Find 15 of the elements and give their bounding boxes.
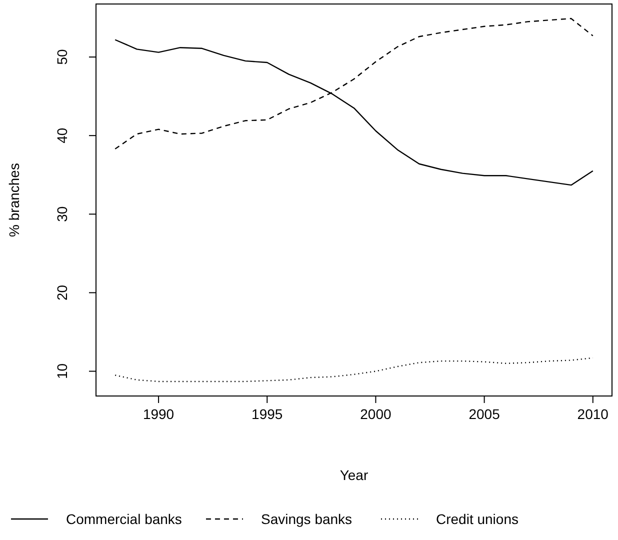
legend-label: Savings banks: [261, 510, 352, 527]
x-tick-label: 1990: [142, 406, 174, 422]
y-tick-label: 40: [54, 128, 70, 144]
x-tick-label: 2000: [360, 406, 392, 422]
legend-label: Commercial banks: [66, 510, 182, 527]
y-tick-label: 30: [54, 206, 70, 222]
y-tick-label: 10: [54, 363, 70, 380]
x-axis-title: Year: [340, 467, 368, 483]
y-tick-label: 20: [54, 284, 70, 300]
x-tick-label: 2010: [577, 406, 609, 422]
legend-label: Credit unions: [436, 510, 518, 527]
y-tick-label: 50: [54, 49, 70, 65]
x-tick-label: 2005: [468, 406, 500, 422]
x-tick-label: 1995: [252, 406, 283, 422]
y-axis-title: % branches: [6, 163, 22, 237]
